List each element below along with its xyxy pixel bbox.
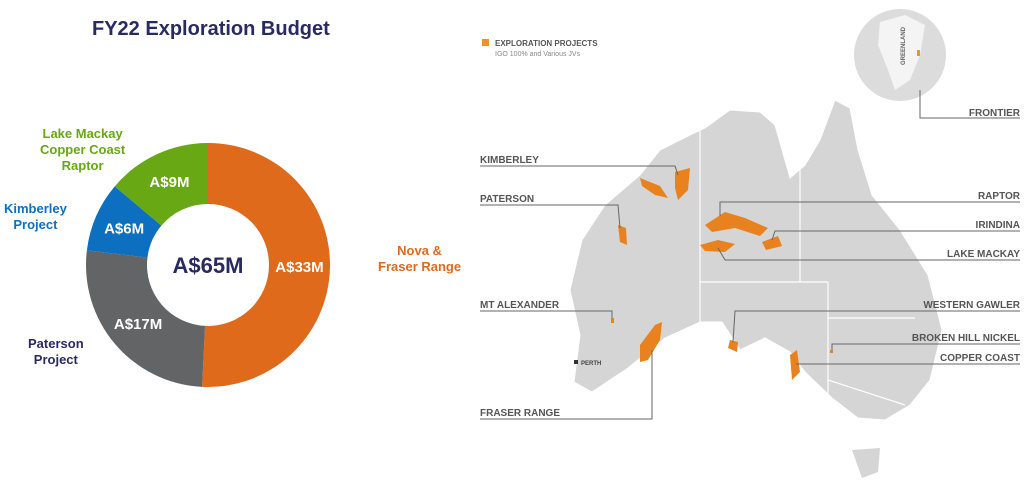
label-line: Project [13, 217, 58, 232]
project-label-mt-alexander: MT ALEXANDER [480, 300, 560, 311]
slice-value-label: A$33M [275, 259, 323, 276]
project-label-paterson: PATERSON [480, 194, 534, 205]
legend-label-paterson: Paterson Project [28, 336, 84, 368]
donut-slice [85, 250, 206, 387]
slice-value-label: A$9M [149, 174, 189, 191]
label-line: Project [33, 352, 78, 367]
state-borders [699, 130, 915, 406]
chart-title: FY22 Exploration Budget [92, 18, 330, 40]
donut-chart: A$33M A$17M A$6M A$9M A$65M [85, 143, 331, 387]
project-areas [611, 168, 833, 380]
tasmania-shape [852, 448, 880, 478]
donut-slice [202, 143, 331, 387]
label-line: Nova & [397, 243, 442, 258]
label-line: Lake Mackay [42, 126, 123, 141]
legend-swatch [482, 39, 489, 46]
label-line: Raptor [61, 158, 104, 173]
donut-slice [86, 186, 162, 258]
project-label-fraser-range: FRASER RANGE [480, 408, 560, 419]
project-label-broken-hill: BROKEN HILL NICKEL [912, 333, 1020, 344]
legend-label-kimberley: Kimberley Project [4, 201, 67, 233]
project-label-raptor: RAPTOR [978, 191, 1021, 202]
donut-center-total: A$65M [173, 253, 244, 278]
project-label-copper-coast: COPPER COAST [940, 353, 1020, 364]
leader-lines [480, 90, 1020, 420]
label-line: Kimberley [4, 201, 67, 216]
legend-label-nova: Nova & Fraser Range [378, 243, 461, 275]
perth-marker [574, 360, 578, 364]
label-line: Copper Coast [40, 142, 126, 157]
label-line: Fraser Range [378, 259, 462, 274]
perth-label: PERTH [581, 361, 601, 367]
label-line: Paterson [28, 336, 84, 351]
greenland-shape [878, 15, 925, 90]
slice-value-label: A$17M [114, 316, 162, 333]
legend-subtitle: IGO 100% and Various JVs [495, 51, 581, 58]
project-label-irindina: IRINDINA [976, 220, 1020, 231]
project-label-lake-mackay: LAKE MACKAY [947, 249, 1020, 260]
project-label-kimberley: KIMBERLEY [480, 155, 539, 166]
legend-title: EXPLORATION PROJECTS [495, 39, 598, 48]
project-label-western-gawler: WESTERN GAWLER [923, 300, 1020, 311]
greenland-label: GREENLAND [901, 26, 907, 65]
project-label-frontier: FRONTIER [969, 108, 1021, 119]
donut-slice [114, 143, 208, 226]
frontier-area [917, 50, 920, 56]
slice-value-label: A$6M [104, 220, 144, 237]
legend-label-lake-mackay: Lake Mackay Copper Coast Raptor [40, 126, 125, 174]
